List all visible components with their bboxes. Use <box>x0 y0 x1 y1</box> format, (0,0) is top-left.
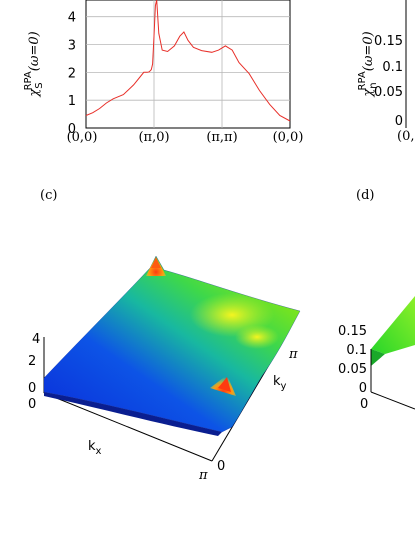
ky-origin-tick-label: 0 <box>217 459 225 474</box>
y-label-sub: n <box>368 82 379 88</box>
y-label-sub: S <box>34 82 45 88</box>
y-tick-label: 0 <box>68 122 76 137</box>
origin-tick-label: 0 <box>360 397 368 412</box>
y-tick-label: 0 <box>395 114 403 129</box>
surface-peak-top <box>151 257 161 268</box>
y-label-chi: χ <box>27 88 42 98</box>
y-axis-label: χSRPA(ω=0) <box>23 31 45 97</box>
y-label-arg: (ω=0) <box>27 31 42 71</box>
y-label-arg: (ω=0) <box>361 31 376 71</box>
chart-top-left: 0 1 2 3 4 (0,0) (π,0) (π,π) (0,0) χSRPA(ω=0) <box>23 0 303 145</box>
y-tick-label: 0.05 <box>374 85 403 100</box>
surface-front-edge <box>44 392 222 436</box>
z-tick-label: 0.05 <box>338 362 367 377</box>
surface <box>371 296 415 354</box>
plot-frame <box>85 0 291 129</box>
kx-end-tick-label: π <box>198 468 208 483</box>
surface-peak-bottom <box>218 377 231 392</box>
ky-end-tick-label: π <box>288 347 298 362</box>
y-tick-label: 3 <box>68 39 76 54</box>
y-axis-label: χnRPA(ω=0) <box>357 31 379 97</box>
grid <box>86 0 290 128</box>
z-tick-label: 0 <box>28 381 36 396</box>
kx-axis-line <box>370 391 415 410</box>
y-label-chi: χ <box>361 88 376 98</box>
surface-left-edge <box>371 349 385 366</box>
y-label-sup: RPA <box>23 71 34 90</box>
y-tick-label: 1 <box>68 94 76 109</box>
y-tick-label: 0.15 <box>374 34 403 49</box>
z-tick-label: 0 <box>359 381 367 396</box>
y-label-sup: RPA <box>357 71 368 90</box>
y-tick-label: 4 <box>68 11 76 26</box>
z-tick-label: 4 <box>32 332 40 347</box>
origin-tick-label: 0 <box>28 397 36 412</box>
kx-axis-label: kx <box>88 439 102 457</box>
z-tick-label: 0.1 <box>346 343 367 358</box>
z-tick-label: 2 <box>28 354 36 369</box>
x-tick-label: (0,0) <box>273 130 304 145</box>
surface-plot-d: 0.15 0.1 0.05 0 0 <box>338 296 415 412</box>
x-ticks: (0,0) (π,0) (π,π) (0,0) <box>67 130 304 145</box>
surface-plot-c: 4 2 0 0 kx π ky π 0 <box>28 255 301 483</box>
y-tick-label: 0.1 <box>382 60 403 75</box>
x-tick-label: (π,0) <box>138 130 169 145</box>
ky-axis-label: ky <box>273 374 287 392</box>
panel-label-d: (d) <box>356 188 374 203</box>
x-tick-label: (π,π) <box>206 130 237 145</box>
series-line <box>85 0 291 122</box>
y-tick-label: 2 <box>68 66 76 81</box>
x-tick-label-partial: (0, <box>397 129 414 144</box>
z-tick-label: 0.15 <box>338 324 367 339</box>
surface-ridge <box>235 325 279 349</box>
kx-axis-line <box>43 392 213 462</box>
y-ticks: 0 1 2 3 4 <box>68 11 76 137</box>
x-tick-label: (0,0) <box>67 130 98 145</box>
panel-label-c: (c) <box>40 188 57 203</box>
chart-top-right: 0.15 0.1 0.05 0 (0, χnRPA(ω=0) <box>357 0 414 144</box>
